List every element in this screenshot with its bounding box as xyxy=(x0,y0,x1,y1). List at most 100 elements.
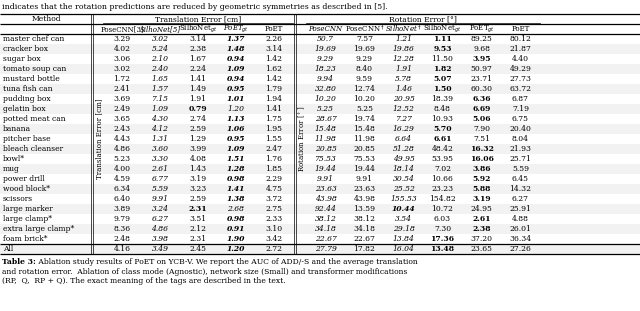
Text: 3.19: 3.19 xyxy=(189,175,207,183)
Text: 154.82: 154.82 xyxy=(429,195,456,203)
Text: 2.10: 2.10 xyxy=(152,55,168,63)
Text: potted meat can: potted meat can xyxy=(3,115,66,123)
Text: 10.20: 10.20 xyxy=(353,95,376,103)
Text: 4.16: 4.16 xyxy=(113,245,131,253)
Text: SilhoNet$^\dagger$: SilhoNet$^\dagger$ xyxy=(385,23,422,35)
Text: 15.48: 15.48 xyxy=(353,125,376,133)
Text: 4.75: 4.75 xyxy=(266,185,282,193)
Text: 0.79: 0.79 xyxy=(189,105,207,113)
Text: PoET$_{gt}$: PoET$_{gt}$ xyxy=(468,23,495,35)
Text: 25.52: 25.52 xyxy=(392,185,415,193)
Text: 16.04: 16.04 xyxy=(392,245,415,253)
Text: 6.40: 6.40 xyxy=(113,195,131,203)
Text: SilhoNet[5]: SilhoNet[5] xyxy=(140,25,180,33)
Text: 1.65: 1.65 xyxy=(152,75,168,83)
Text: 8.48: 8.48 xyxy=(434,105,451,113)
Text: 8.04: 8.04 xyxy=(512,135,529,143)
Text: 75.53: 75.53 xyxy=(315,155,337,163)
Text: 21.93: 21.93 xyxy=(509,145,531,153)
Text: 13.48: 13.48 xyxy=(431,245,454,253)
Text: master chef can: master chef can xyxy=(3,35,65,43)
Text: 6.64: 6.64 xyxy=(395,135,412,143)
Text: 19.69: 19.69 xyxy=(315,45,337,53)
Text: 0.98: 0.98 xyxy=(227,215,245,223)
Text: 25.71: 25.71 xyxy=(509,155,531,163)
Text: 5.59: 5.59 xyxy=(152,185,168,193)
Text: 23.63: 23.63 xyxy=(353,185,376,193)
Text: 5.59: 5.59 xyxy=(512,165,529,173)
Text: 6.77: 6.77 xyxy=(152,175,168,183)
Text: Table 3:: Table 3: xyxy=(2,258,36,266)
Text: 2.24: 2.24 xyxy=(189,65,207,73)
Text: 38.12: 38.12 xyxy=(353,215,376,223)
Text: 20.85: 20.85 xyxy=(315,145,337,153)
Text: 1.43: 1.43 xyxy=(189,165,207,173)
Text: 2.41: 2.41 xyxy=(113,85,131,93)
Text: 1.79: 1.79 xyxy=(266,85,282,93)
Text: 0.94: 0.94 xyxy=(227,75,245,83)
Text: 34.18: 34.18 xyxy=(315,225,337,233)
Text: 7.27: 7.27 xyxy=(395,115,412,123)
Text: 155.53: 155.53 xyxy=(390,195,417,203)
Text: 4.88: 4.88 xyxy=(512,215,529,223)
Text: 12.74: 12.74 xyxy=(353,85,376,93)
Text: 7.19: 7.19 xyxy=(512,105,529,113)
Text: 19.74: 19.74 xyxy=(353,115,376,123)
Text: 6.27: 6.27 xyxy=(512,195,529,203)
Text: 4.30: 4.30 xyxy=(152,115,168,123)
Text: sugar box: sugar box xyxy=(3,55,40,63)
Text: 2.47: 2.47 xyxy=(266,145,282,153)
Text: 12.52: 12.52 xyxy=(392,105,415,113)
Text: 2.75: 2.75 xyxy=(266,205,282,213)
Text: 20.85: 20.85 xyxy=(353,145,376,153)
Text: 21.87: 21.87 xyxy=(509,45,531,53)
Text: 43.98: 43.98 xyxy=(315,195,337,203)
Bar xyxy=(0,184,640,194)
Text: 1.09: 1.09 xyxy=(227,65,245,73)
Bar xyxy=(0,224,640,234)
Text: 3.19: 3.19 xyxy=(472,195,491,203)
Text: 2.38: 2.38 xyxy=(472,225,491,233)
Text: power drill: power drill xyxy=(3,175,45,183)
Text: 0.95: 0.95 xyxy=(227,85,245,93)
Text: 2.59: 2.59 xyxy=(189,125,207,133)
Text: 23.23: 23.23 xyxy=(431,185,454,193)
Text: 14.32: 14.32 xyxy=(509,185,531,193)
Bar xyxy=(0,84,640,94)
Text: 0.94: 0.94 xyxy=(227,55,245,63)
Text: 11.98: 11.98 xyxy=(353,135,376,143)
Text: 1.48: 1.48 xyxy=(227,45,245,53)
Text: 17.82: 17.82 xyxy=(353,245,376,253)
Bar xyxy=(0,164,640,174)
Text: 5.07: 5.07 xyxy=(433,75,452,83)
Text: 1.50: 1.50 xyxy=(433,85,452,93)
Text: 10.20: 10.20 xyxy=(315,95,337,103)
Text: PoET: PoET xyxy=(511,25,530,33)
Text: 1.11: 1.11 xyxy=(433,35,452,43)
Text: 7.51: 7.51 xyxy=(473,135,490,143)
Text: 1.20: 1.20 xyxy=(227,245,245,253)
Text: 1.91: 1.91 xyxy=(395,65,412,73)
Text: and rotation error.  Ablation of class mode (Agnostic), network size (Small) and: and rotation error. Ablation of class mo… xyxy=(2,267,408,276)
Text: 17.36: 17.36 xyxy=(431,235,454,243)
Text: SilhoNet$_{gt}$: SilhoNet$_{gt}$ xyxy=(179,23,217,35)
Text: 7.02: 7.02 xyxy=(434,165,451,173)
Text: 1.49: 1.49 xyxy=(189,85,207,93)
Text: 6.87: 6.87 xyxy=(512,95,529,103)
Text: 6.69: 6.69 xyxy=(472,105,491,113)
Text: 6.75: 6.75 xyxy=(512,115,529,123)
Text: 3.54: 3.54 xyxy=(395,215,412,223)
Text: 1.06: 1.06 xyxy=(227,125,245,133)
Text: wood block*: wood block* xyxy=(3,185,50,193)
Text: PoseCNN: PoseCNN xyxy=(308,25,342,33)
Text: 27.26: 27.26 xyxy=(509,245,531,253)
Text: 5.78: 5.78 xyxy=(395,75,412,83)
Text: 51.28: 51.28 xyxy=(392,145,415,153)
Text: 10.44: 10.44 xyxy=(392,205,415,213)
Text: 5.06: 5.06 xyxy=(472,115,491,123)
Text: 11.50: 11.50 xyxy=(431,55,453,63)
Text: 1.31: 1.31 xyxy=(152,135,168,143)
Text: 6.34: 6.34 xyxy=(113,185,131,193)
Text: 1.95: 1.95 xyxy=(266,125,282,133)
Text: 63.72: 63.72 xyxy=(509,85,531,93)
